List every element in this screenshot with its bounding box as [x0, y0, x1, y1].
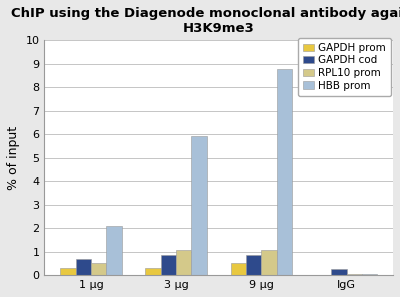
Bar: [176, 250, 192, 275]
Bar: [331, 269, 346, 275]
Bar: [192, 136, 207, 275]
Bar: [346, 274, 362, 275]
Bar: [76, 259, 91, 275]
Bar: [231, 263, 246, 275]
Bar: [246, 255, 261, 275]
Bar: [146, 268, 161, 275]
Bar: [60, 268, 76, 275]
Bar: [261, 250, 277, 275]
Bar: [277, 69, 292, 275]
Bar: [106, 226, 122, 275]
Bar: [91, 263, 106, 275]
Bar: [362, 274, 377, 275]
Legend: GAPDH prom, GAPDH cod, RPL10 prom, HBB prom: GAPDH prom, GAPDH cod, RPL10 prom, HBB p…: [298, 38, 391, 96]
Bar: [161, 255, 176, 275]
Title: ChIP using the Diagenode monoclonal antibody against
H3K9me3: ChIP using the Diagenode monoclonal anti…: [11, 7, 400, 35]
Y-axis label: % of input: % of input: [7, 126, 20, 190]
